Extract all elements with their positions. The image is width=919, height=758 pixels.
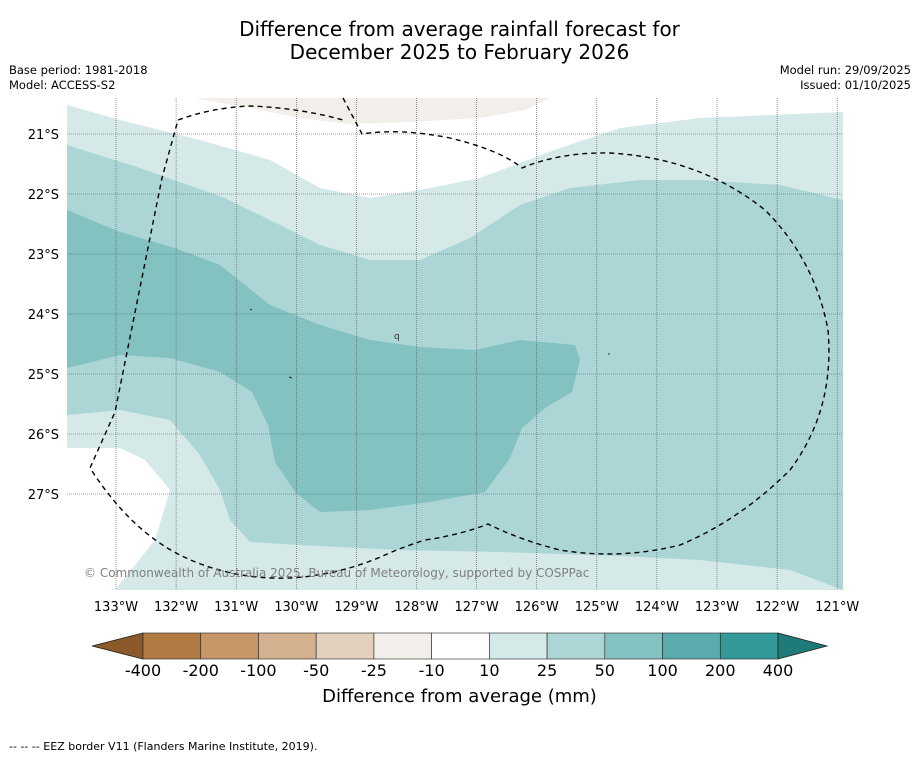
colorbar-segment bbox=[200, 632, 259, 660]
colorbar-tick-label: -50 bbox=[303, 661, 329, 680]
neutral-region-bottom-left bbox=[67, 448, 170, 590]
colorbar-tick-label: 100 bbox=[647, 661, 678, 680]
lon-label: 127°W bbox=[455, 600, 499, 615]
colorbar-tick-label: 50 bbox=[595, 661, 615, 680]
lon-label: 131°W bbox=[214, 600, 258, 615]
longitude-labels: 133°W 132°W 131°W 130°W 129°W 128°W 127°W 126°W… bbox=[94, 600, 860, 615]
issued-text: Issued: 01/10/2025 bbox=[800, 78, 911, 92]
colorbar-title: Difference from average (mm) bbox=[322, 686, 597, 707]
contour-mark bbox=[288, 376, 293, 379]
colorbar-tick-label: 10 bbox=[479, 661, 499, 680]
lon-label: 122°W bbox=[755, 600, 799, 615]
lon-label: 126°W bbox=[515, 600, 559, 615]
colorbar-segment bbox=[431, 632, 490, 660]
meta-right: Model run: 29/09/2025 Issued: 01/10/2025 bbox=[780, 63, 911, 93]
lat-label: 24°S bbox=[28, 308, 59, 323]
lat-label: 25°S bbox=[28, 368, 59, 383]
lon-label: 133°W bbox=[94, 600, 138, 615]
lat-label: 27°S bbox=[28, 488, 59, 503]
lon-label: 130°W bbox=[274, 600, 318, 615]
title-line-2: December 2025 to February 2026 bbox=[289, 40, 630, 64]
lat-label: 22°S bbox=[28, 188, 59, 203]
colorbar-segment bbox=[315, 632, 375, 660]
lat-label: 23°S bbox=[28, 248, 59, 263]
lon-label: 125°W bbox=[575, 600, 619, 615]
dry-region-top bbox=[195, 98, 550, 124]
band-50-100 bbox=[67, 210, 580, 512]
lon-label: 128°W bbox=[394, 600, 438, 615]
colorbar-segment bbox=[662, 632, 721, 660]
latitude-labels: 21°S 22°S 23°S 24°S 25°S 26°S 27°S bbox=[28, 128, 59, 503]
contour-mark bbox=[249, 308, 253, 311]
lat-label: 21°S bbox=[28, 128, 59, 143]
title-line-1: Difference from average rainfall forecas… bbox=[239, 17, 680, 41]
neutral-region-top bbox=[67, 98, 843, 198]
contour-label: q bbox=[394, 332, 400, 342]
colorbar: -400 -200 -100 -50 -25 -10 10 25 50 100 200 400 bbox=[91, 632, 829, 680]
model-run-text: Model run: 29/09/2025 bbox=[779, 63, 911, 77]
colorbar-segment bbox=[489, 632, 548, 660]
gridlines bbox=[67, 98, 843, 590]
lon-label: 132°W bbox=[154, 600, 198, 615]
lat-label: 26°S bbox=[28, 428, 59, 443]
colorbar-tick-label: -10 bbox=[419, 661, 445, 680]
colorbar-tick-label: -200 bbox=[183, 661, 219, 680]
colorbar-tick-label: -25 bbox=[361, 661, 387, 680]
colorbar-tick-label: -400 bbox=[125, 661, 161, 680]
colorbar-tick-label: 200 bbox=[705, 661, 736, 680]
lon-label: 124°W bbox=[635, 600, 679, 615]
lon-label: 123°W bbox=[695, 600, 739, 615]
copyright-text: © Commonwealth of Australia 2025, Bureau… bbox=[84, 566, 589, 580]
colorbar-tick-label: -100 bbox=[240, 661, 276, 680]
model-text: Model: ACCESS-S2 bbox=[9, 78, 116, 92]
colorbar-segment bbox=[258, 632, 317, 660]
colorbar-segment bbox=[142, 632, 202, 660]
lon-label: 129°W bbox=[334, 600, 378, 615]
colorbar-segment bbox=[604, 632, 663, 660]
colorbar-extension-right bbox=[777, 632, 829, 660]
map-area: q bbox=[67, 98, 843, 590]
colorbar-extension-left bbox=[91, 632, 144, 660]
colorbar-tick-label: 400 bbox=[763, 661, 794, 680]
chart-title: Difference from average rainfall forecas… bbox=[0, 18, 919, 64]
colorbar-segment bbox=[546, 632, 606, 660]
meta-left: Base period: 1981-2018 Model: ACCESS-S2 bbox=[9, 63, 148, 93]
colorbar-segment bbox=[719, 632, 779, 660]
eez-border bbox=[89, 97, 830, 579]
colorbar-segment bbox=[373, 632, 432, 660]
colorbar-tick-label: 25 bbox=[537, 661, 557, 680]
eez-legend-text: -- -- -- EEZ border V11 (Flanders Marine… bbox=[9, 740, 318, 753]
base-period-text: Base period: 1981-2018 bbox=[9, 63, 148, 77]
lon-label: 121°W bbox=[815, 600, 859, 615]
